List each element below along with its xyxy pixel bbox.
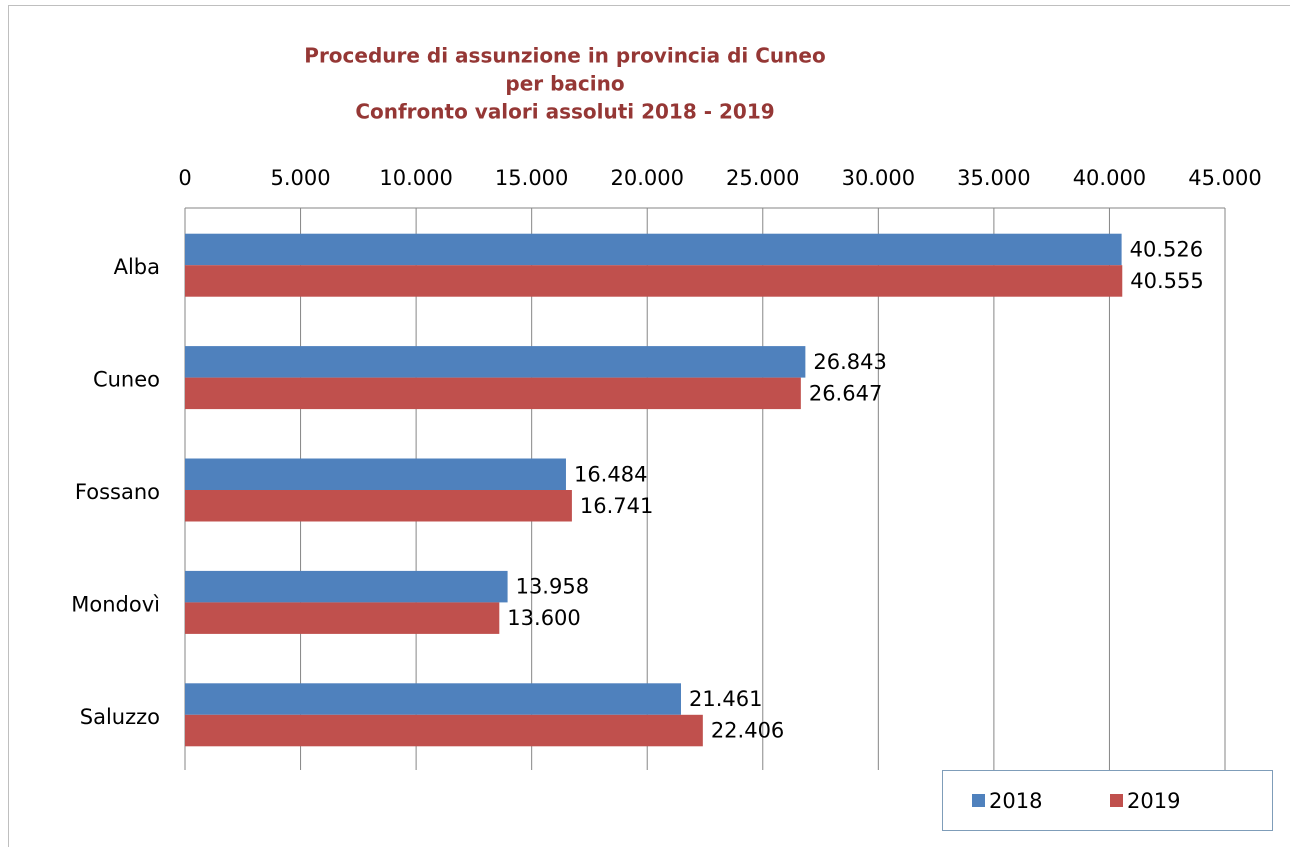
y-tick-label: Cuneo (93, 368, 160, 392)
x-tick-label: 40.000 (1073, 166, 1146, 190)
chart-title: per bacino (505, 72, 624, 96)
x-tick-label: 20.000 (610, 166, 683, 190)
bar (185, 265, 1122, 297)
y-tick-label: Mondovì (71, 592, 160, 616)
data-label: 13.958 (516, 575, 589, 599)
bar (185, 683, 681, 715)
data-label: 16.741 (580, 494, 653, 518)
data-label: 21.461 (689, 687, 762, 711)
data-label: 22.406 (711, 719, 784, 743)
legend-swatch (1110, 794, 1123, 807)
data-label: 40.526 (1130, 237, 1203, 261)
bar (185, 490, 572, 522)
x-tick-label: 25.000 (726, 166, 799, 190)
x-tick-label: 30.000 (842, 166, 915, 190)
bar (185, 571, 508, 603)
bar (185, 459, 566, 491)
legend-swatch (972, 794, 985, 807)
bar (185, 234, 1122, 266)
chart-title: Confronto valori assoluti 2018 - 2019 (355, 100, 774, 124)
y-tick-label: Fossano (75, 480, 160, 504)
data-label: 26.843 (813, 350, 886, 374)
bar (185, 602, 499, 634)
y-tick-label: Alba (114, 255, 160, 279)
y-tick-label: Saluzzo (80, 705, 160, 729)
bar (185, 346, 805, 378)
bar (185, 715, 703, 747)
x-tick-label: 45.000 (1188, 166, 1261, 190)
x-tick-label: 5.000 (270, 166, 330, 190)
data-label: 26.647 (809, 381, 882, 405)
x-tick-label: 15.000 (495, 166, 568, 190)
data-label: 13.600 (507, 606, 580, 630)
legend-label: 2018 (989, 789, 1042, 813)
data-label: 16.484 (574, 462, 647, 486)
x-tick-label: 0 (178, 166, 191, 190)
x-tick-label: 35.000 (957, 166, 1030, 190)
chart-title: Procedure di assunzione in provincia di … (304, 44, 825, 68)
data-label: 40.555 (1130, 269, 1203, 293)
legend-label: 2019 (1127, 789, 1180, 813)
bar (185, 378, 801, 410)
x-tick-label: 10.000 (379, 166, 452, 190)
